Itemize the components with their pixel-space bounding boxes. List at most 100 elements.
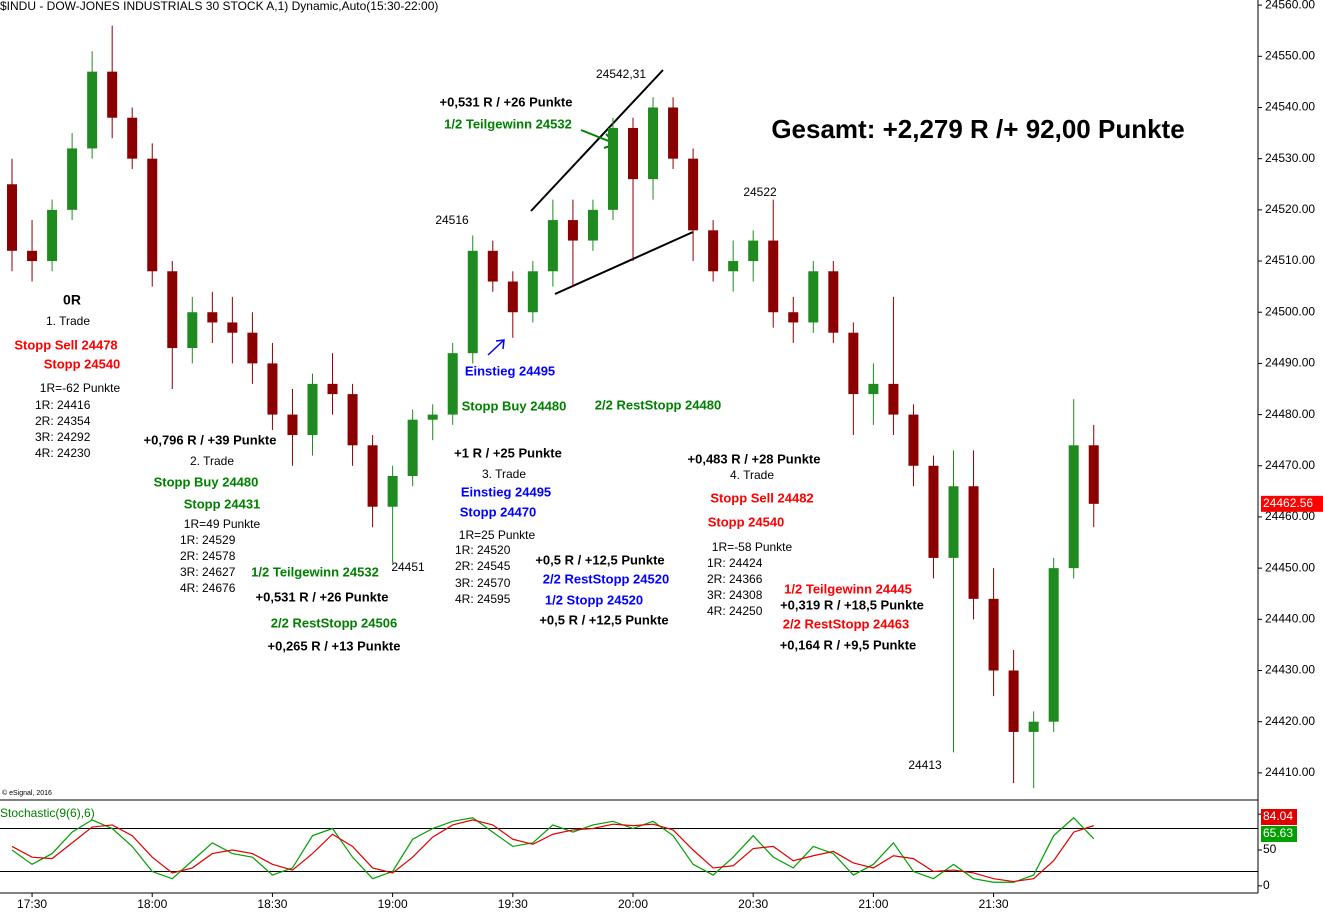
value-marker (1261, 809, 1297, 825)
annotation: 0R (63, 292, 81, 308)
annotation: Stopp Buy 24480 (462, 398, 567, 413)
annotation: 1. Trade (46, 314, 90, 328)
candle-body (107, 71, 118, 118)
candle-body (648, 107, 659, 180)
candle-body (567, 220, 578, 241)
annotation: 2/2 RestStopp 24506 (271, 615, 397, 630)
y-tick-label: 24410.00 (1265, 765, 1315, 779)
annotation: 24522 (743, 185, 777, 199)
price-marker (1261, 495, 1323, 512)
annotation: 1R: 24416 (35, 398, 91, 412)
value-marker (1261, 826, 1297, 842)
candle-body (267, 363, 278, 415)
annotation: 2R: 24578 (180, 549, 236, 563)
y-tick-label: 24470.00 (1265, 458, 1315, 472)
annotation: Einstieg 24495 (461, 484, 551, 499)
annotation: 1R=-58 Punkte (712, 540, 793, 554)
value-marker-label: 84.04 (1263, 809, 1293, 823)
candle-body (187, 312, 198, 349)
y-tick-label: 0 (1263, 878, 1270, 892)
y-tick-label: 24480.00 (1265, 407, 1315, 421)
price-marker-label: 24462.56 (1263, 496, 1313, 510)
candle-body (207, 312, 218, 323)
y-tick-label: 24550.00 (1265, 48, 1315, 62)
annotation: Stopp 24540 (708, 514, 785, 529)
x-tick-label: 19:30 (498, 897, 528, 911)
candle-body (287, 414, 298, 436)
candle-body (487, 250, 498, 282)
annotation: 4R: 24676 (180, 581, 236, 595)
candle-body (928, 465, 939, 558)
candle-body (768, 240, 779, 313)
y-tick-label: 24530.00 (1265, 151, 1315, 165)
annotation: +0,265 R / +13 Punkte (268, 638, 401, 653)
annotation: 24516 (435, 213, 469, 227)
annotation: +0,531 R / +26 Punkte (256, 589, 389, 604)
candle-body (948, 486, 959, 558)
y-tick-label: 24440.00 (1265, 611, 1315, 625)
trend-line (530, 69, 664, 212)
y-tick-label: 24520.00 (1265, 202, 1315, 216)
annotation: 2/2 RestStopp 24520 (543, 571, 669, 586)
candle-body (668, 107, 679, 159)
annotation: 2R: 24354 (35, 414, 91, 428)
annotation: 3. Trade (482, 467, 526, 481)
candle-body (407, 419, 418, 477)
annotation: +0,483 R / +28 Punkte (688, 451, 821, 466)
annotation: 2R: 24545 (455, 559, 511, 573)
candle-body (507, 281, 518, 313)
y-tick-label: 50 (1263, 842, 1277, 856)
annotation: 3R: 24627 (180, 565, 236, 579)
trend-line (554, 231, 694, 295)
annotation: 24542,31 (596, 67, 646, 81)
annotation: +0,5 R / +12,5 Punkte (535, 552, 664, 567)
annotation: 1R=49 Punkte (184, 517, 261, 531)
candle-body (1048, 568, 1059, 722)
x-tick-label: 21:30 (979, 897, 1009, 911)
y-tick-label: 24510.00 (1265, 253, 1315, 267)
y-tick-label: 24460.00 (1265, 509, 1315, 523)
annotation: 2. Trade (190, 454, 234, 468)
candle-body (587, 209, 598, 241)
annotation: Stopp 24431 (184, 496, 261, 511)
annotation: +0,164 R / +9,5 Punkte (780, 637, 917, 652)
candle-body (607, 127, 618, 210)
candle-body (47, 209, 58, 262)
candle-body (688, 158, 699, 231)
annotation: +0,796 R / +39 Punkte (144, 432, 277, 447)
x-tick-label: 19:00 (378, 897, 408, 911)
annotation: +0,319 R / +18,5 Punkte (780, 597, 924, 612)
candle-body (327, 383, 338, 395)
x-tick-label: 20:30 (738, 897, 768, 911)
copyright: © eSignal, 2016 (2, 789, 52, 797)
annotation: 3R: 24292 (35, 430, 91, 444)
annotation: Stopp Buy 24480 (154, 474, 259, 489)
annotation: 2/2 RestStopp 24463 (783, 616, 909, 631)
annotation: 1/2 Teilgewinn 24532 (251, 564, 379, 579)
annotation: 3R: 24308 (707, 588, 763, 602)
annotation: 1/2 Teilgewinn 24445 (784, 581, 912, 596)
candle-body (728, 261, 739, 272)
candle-body (808, 271, 819, 323)
indicator-line (11, 819, 1094, 883)
annotation: Einstieg 24495 (465, 363, 555, 378)
candle-body (447, 353, 458, 415)
x-tick-label: 18:30 (257, 897, 287, 911)
arrow (487, 339, 505, 356)
candle-body (788, 312, 799, 323)
y-tick-label: 24430.00 (1265, 663, 1315, 677)
x-tick-label: 18:00 (137, 897, 167, 911)
annotation: 1R=-62 Punkte (40, 381, 121, 395)
candle-body (127, 117, 138, 159)
annotation: 3R: 24570 (455, 576, 511, 590)
annotation: 1/2 Stopp 24520 (545, 592, 643, 607)
candle-body (748, 240, 759, 262)
candle-body (147, 158, 158, 272)
candle-body (708, 230, 719, 272)
candle-body (167, 271, 178, 349)
annotation: 1R: 24529 (180, 533, 236, 547)
candle-body (87, 71, 98, 149)
candle-body (367, 445, 378, 507)
